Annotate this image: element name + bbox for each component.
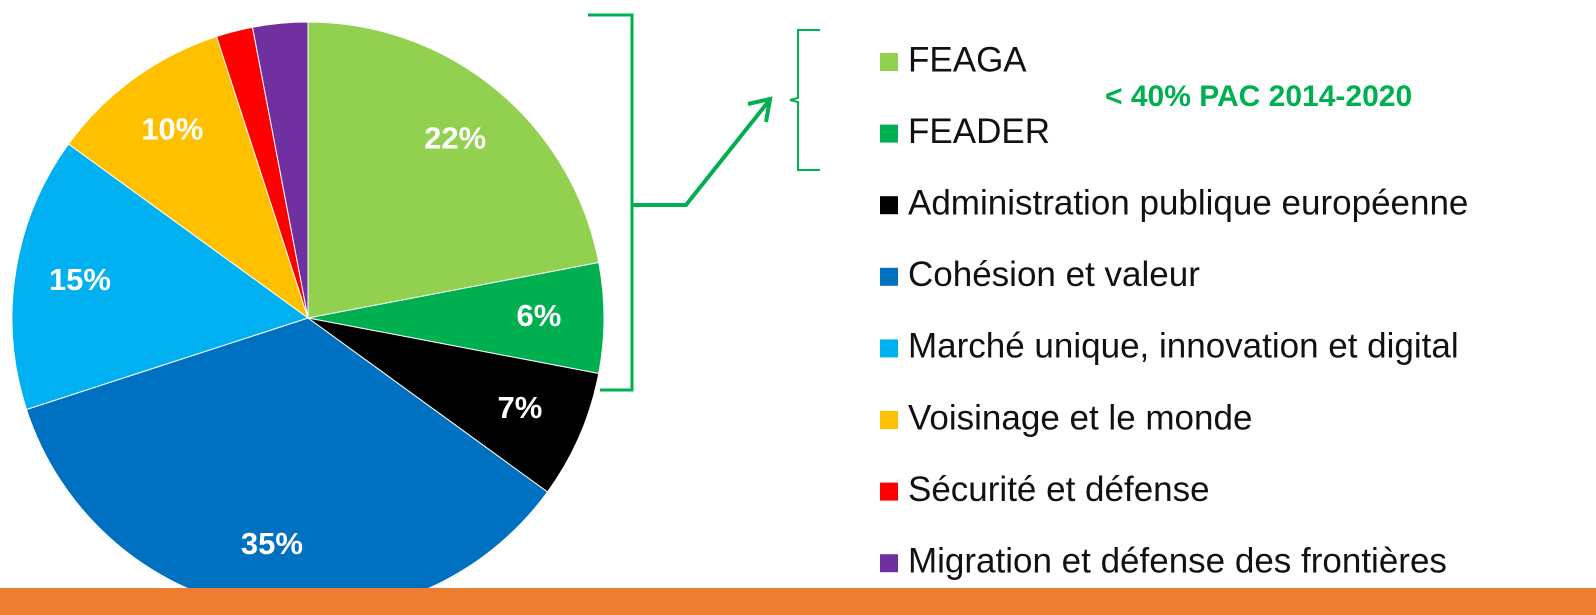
pie-slice [67,35,309,320]
slice-label: 7% [497,390,542,425]
legend-swatch [880,53,898,71]
arrow-head [747,96,773,123]
pie-slice [307,317,600,493]
footer-bar [0,588,1596,615]
small-bracket [789,29,820,171]
legend-swatch [880,267,898,286]
legend-swatch [880,124,898,143]
legend: FEAGA FEADER Administration publique europ… [880,40,1468,580]
slice-label: 15% [49,262,111,297]
legend-swatch [880,339,898,358]
pie: 22% 6% 7% 35% 15% 10% [11,21,605,615]
legend-label: FEADER [908,112,1050,151]
legend-label: FEAGA [908,40,1027,79]
legend-label: Voisinage et le monde [908,398,1252,437]
legend-label: Marché unique, innovation et digital [908,327,1459,366]
legend-swatch [880,411,898,429]
legend-swatch [880,196,898,215]
slice-label: 10% [141,111,203,146]
legend-label: Cohésion et valeur [908,255,1200,294]
pie-slice [251,21,309,319]
bracket-annotation [588,13,820,392]
slice-label: 35% [241,526,303,561]
legend-label: Sécurité et défense [908,470,1210,509]
slice-label: 22% [424,120,486,155]
slice-label: 6% [516,298,561,333]
legend-swatch [880,482,898,501]
legend-label: Administration publique européenne [908,183,1468,222]
arrow-line [632,100,770,207]
legend-label: Migration et défense des frontières [908,541,1447,580]
pie-slice [11,143,310,411]
legend-swatch [880,554,898,573]
pie-slice [307,21,600,319]
big-bracket [588,13,634,392]
annotation: < 40% PAC 2014-2020 [1105,80,1412,113]
